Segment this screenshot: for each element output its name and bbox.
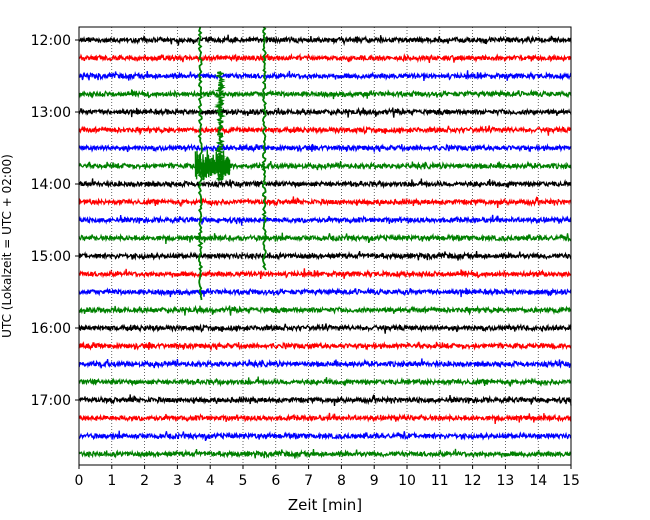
x-tick-label: 0	[75, 473, 84, 489]
x-tick-label: 10	[398, 473, 416, 489]
trace-line	[78, 287, 572, 298]
trace-line	[78, 250, 572, 261]
trace-line	[78, 304, 572, 316]
x-tick-label: 8	[337, 473, 346, 489]
trace-line	[78, 52, 572, 64]
trace-line	[78, 125, 572, 136]
y-axis-title: UTC (Lokalzeit = UTC + 02:00)	[0, 154, 14, 338]
x-axis-title: Zeit [min]	[288, 496, 362, 514]
x-tick-label: 12	[464, 473, 482, 489]
y-tick-label: 13:00	[31, 105, 71, 121]
x-tick-label: 14	[529, 473, 547, 489]
trace-line	[78, 322, 572, 334]
trace-line	[78, 376, 572, 387]
y-tick-label: 15:00	[31, 249, 71, 265]
x-tick-label: 13	[496, 473, 514, 489]
x-axis-ticks: 0 1 2 3 4 5 6 7 8 9 10 11 12 13 14 15	[75, 465, 580, 489]
x-tick-label: 15	[562, 473, 580, 489]
y-tick-label: 14:00	[31, 177, 71, 193]
trace-line	[78, 448, 572, 459]
y-axis-ticks: 12:00 13:00 14:00 15:00 16:00 17:00	[31, 33, 79, 409]
x-tick-label: 5	[239, 473, 248, 489]
x-tick-label: 6	[271, 473, 280, 489]
trace-line	[78, 412, 572, 425]
trace-line	[78, 232, 572, 245]
x-tick-label: 4	[206, 473, 215, 489]
trace-line	[78, 160, 572, 171]
trace-line	[78, 195, 572, 208]
x-tick-label: 9	[370, 473, 379, 489]
x-tick-label: 11	[431, 473, 449, 489]
y-tick-label: 16:00	[31, 321, 71, 337]
trace-line	[78, 178, 572, 189]
trace-line	[78, 214, 572, 226]
y-tick-label: 17:00	[31, 393, 71, 409]
trace-line	[78, 268, 572, 279]
x-tick-label: 3	[173, 473, 182, 489]
trace-line	[78, 70, 572, 81]
plot-background	[79, 27, 571, 465]
x-tick-label: 1	[107, 473, 116, 489]
trace-line	[78, 358, 572, 369]
trace-line	[78, 393, 572, 406]
event-spikes	[194, 26, 268, 301]
event-spike	[261, 26, 268, 271]
plot-frame	[78, 26, 572, 466]
event-burst	[194, 149, 231, 181]
trace-line	[78, 143, 572, 154]
trace-line	[78, 34, 572, 47]
trace-line	[78, 89, 572, 100]
seismogram-traces	[78, 34, 572, 459]
trace-line	[78, 430, 572, 441]
gridlines	[111, 27, 539, 465]
x-tick-label: 2	[140, 473, 149, 489]
x-tick-label: 7	[304, 473, 313, 489]
trace-line	[78, 106, 572, 118]
y-tick-label: 12:00	[31, 33, 71, 49]
trace-line	[78, 341, 572, 352]
